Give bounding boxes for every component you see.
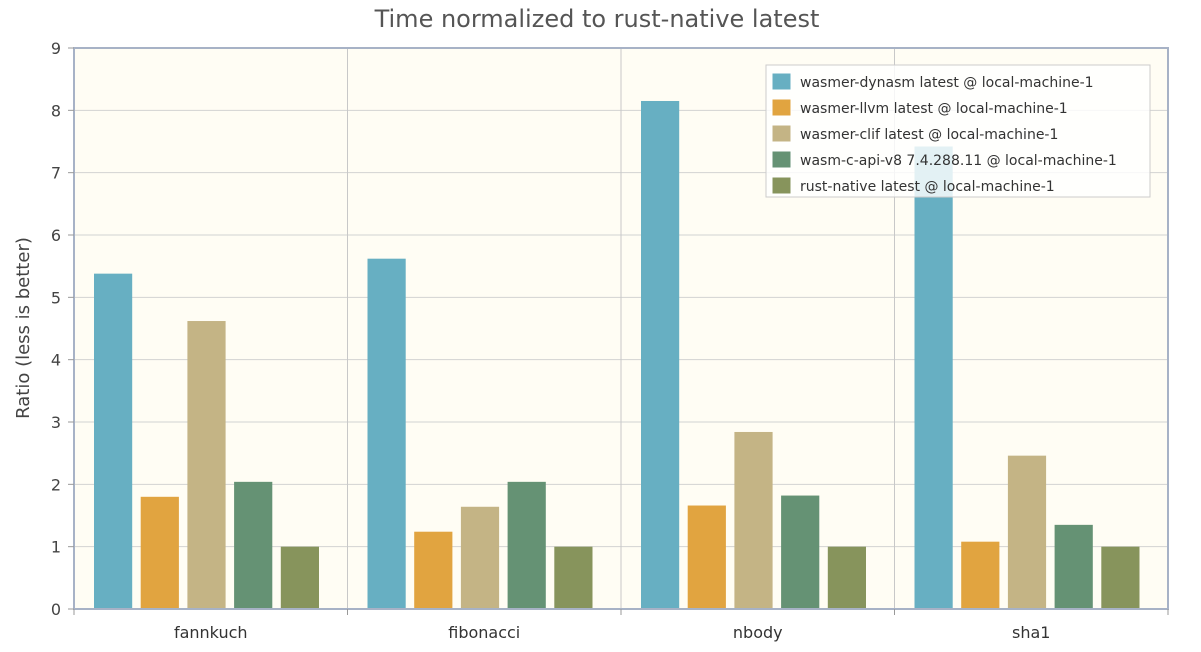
bar (961, 541, 1000, 609)
y-tick-label: 8 (51, 101, 61, 120)
bar (1101, 546, 1140, 609)
y-tick-label: 7 (51, 164, 61, 183)
x-tick-label: nbody (733, 623, 783, 642)
y-tick-label: 0 (51, 600, 61, 619)
y-tick-label: 6 (51, 226, 61, 245)
bar (507, 481, 546, 609)
legend-label: wasmer-clif latest @ local-machine-1 (800, 127, 1058, 143)
legend-swatch (771, 176, 792, 195)
bar (367, 258, 406, 609)
bar (1007, 455, 1047, 609)
bar (687, 505, 726, 609)
legend-swatch (771, 124, 792, 143)
bar (641, 100, 680, 609)
bar (460, 506, 500, 609)
y-axis-label: Ratio (less is better) (13, 237, 34, 419)
legend-label: rust-native latest @ local-machine-1 (800, 179, 1055, 195)
x-tick-label: fannkuch (174, 623, 248, 642)
bar (1054, 524, 1093, 609)
y-tick-label: 9 (51, 39, 61, 58)
bar (781, 495, 820, 609)
bar (187, 321, 226, 609)
chart-title: Time normalized to rust-native latest (374, 5, 820, 33)
y-tick-label: 1 (51, 538, 61, 557)
bars (94, 100, 1140, 609)
x-tick-label: fibonacci (448, 623, 520, 642)
bar (554, 546, 593, 609)
legend-label: wasmer-llvm latest @ local-machine-1 (800, 101, 1068, 117)
bar (414, 531, 453, 609)
grid-lines (74, 48, 1168, 609)
bar (140, 496, 179, 609)
y-tick-label: 4 (51, 351, 61, 370)
legend-box (765, 64, 1151, 198)
legend-label: wasmer-dynasm latest @ local-machine-1 (800, 75, 1094, 91)
legend-swatch (771, 98, 792, 117)
bar (914, 146, 953, 609)
y-tick-label: 3 (51, 413, 61, 432)
legend-swatch (771, 150, 792, 169)
x-tick-label: sha1 (1012, 623, 1050, 642)
bar (734, 431, 773, 609)
bar (234, 481, 273, 609)
bar (94, 273, 133, 609)
y-axis-ticks: 0 1 2 3 4 5 6 7 8 9 (51, 39, 74, 619)
y-tick-label: 2 (51, 475, 61, 494)
y-tick-label: 5 (51, 288, 61, 307)
bar (280, 546, 319, 609)
bar (827, 546, 866, 609)
x-axis-categories: fannkuch fibonacci nbody sha1 (73, 609, 1169, 642)
legend-label: wasm-c-api-v8 7.4.288.11 @ local-machine… (800, 153, 1117, 169)
legend: wasmer-dynasm latest @ local-machine-1 wa… (765, 64, 1151, 198)
legend-swatch (771, 72, 792, 91)
